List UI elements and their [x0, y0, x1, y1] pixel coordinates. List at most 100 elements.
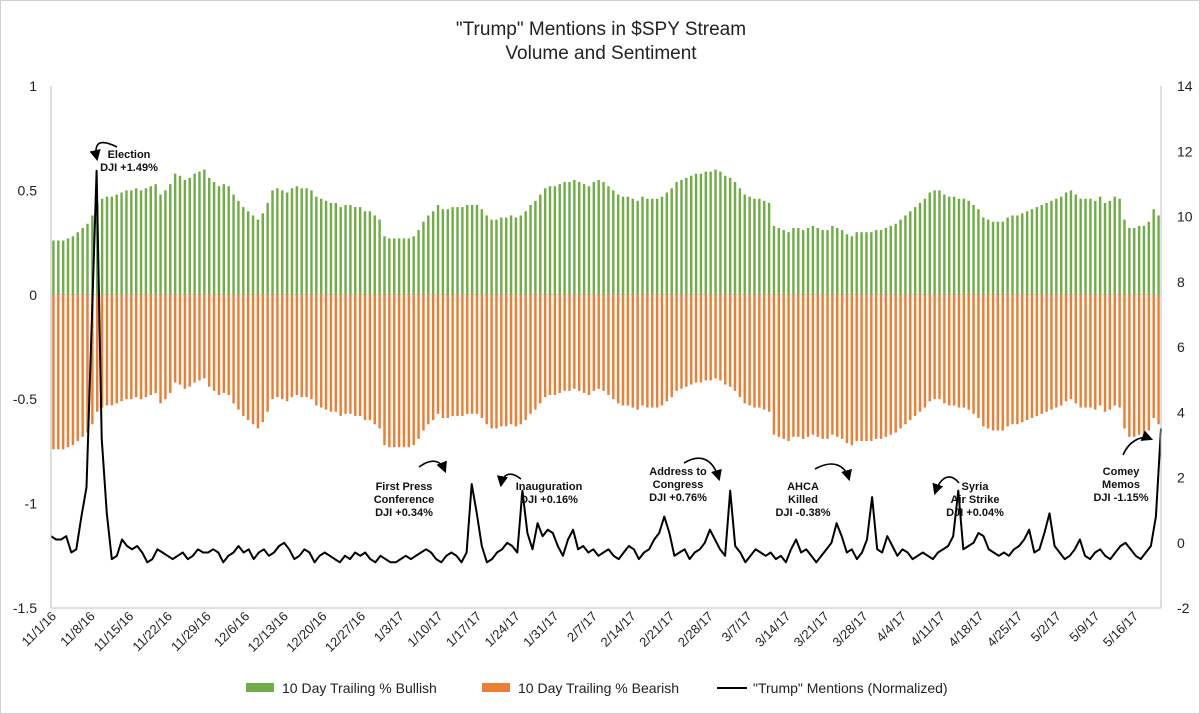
bullish-bar	[324, 200, 328, 295]
annotation-line: Election	[108, 149, 151, 161]
bearish-bar	[504, 294, 508, 427]
bearish-bar	[456, 294, 459, 416]
bearish-bar	[407, 294, 411, 448]
right-tick-label: 4	[1177, 404, 1185, 420]
annotation-label: Address to Congress DJI +0.76%	[649, 466, 707, 504]
bearish-bar	[1021, 294, 1024, 423]
bearish-bar	[529, 294, 532, 414]
bearish-bar	[232, 294, 235, 404]
x-tick-label: 11/15/16	[91, 609, 137, 655]
bearish-bar	[1074, 294, 1078, 404]
bullish-bar	[680, 179, 683, 295]
x-tick-label: 2/7/17	[564, 609, 600, 645]
bearish-bar	[256, 294, 260, 429]
legend: 10 Day Trailing % Bullish 10 Day Trailing…	[246, 680, 948, 696]
bullish-bar	[1025, 211, 1029, 295]
bullish-bar	[1045, 202, 1048, 295]
bullish-bar	[806, 227, 810, 295]
bearish-bar	[57, 294, 60, 450]
bullish-bar	[874, 230, 878, 295]
bullish-bar	[631, 198, 634, 295]
bullish-bar	[217, 186, 221, 295]
bullish-bar	[1103, 202, 1107, 295]
right-tick-label: 6	[1177, 339, 1185, 355]
bullish-bar	[91, 215, 94, 295]
bullish-bar	[1016, 215, 1019, 295]
bullish-bar	[694, 173, 698, 295]
bearish-bar	[76, 294, 79, 441]
bullish-bar	[801, 230, 805, 295]
bearish-bar	[446, 294, 449, 418]
bullish-bar	[368, 211, 372, 295]
x-tick-label: 2/28/17	[675, 609, 716, 650]
bullish-bar	[967, 200, 970, 295]
bearish-bar	[222, 294, 226, 393]
bearish-bar	[300, 294, 303, 398]
bearish-bar	[616, 294, 620, 404]
x-tick-label: 11/22/16	[129, 609, 175, 655]
x-tick-label: 4/25/17	[984, 609, 1025, 650]
bearish-bar	[879, 294, 883, 439]
bullish-bar	[1113, 196, 1116, 295]
bearish-bar	[699, 294, 703, 383]
bearish-bar	[339, 294, 342, 416]
left-tick-label: -0.5	[13, 391, 37, 407]
bearish-bar	[801, 294, 805, 439]
bullish-bar	[441, 209, 445, 295]
x-tick-label: 5/9/17	[1066, 609, 1102, 645]
bullish-bar	[602, 182, 605, 295]
bullish-bar	[655, 198, 659, 295]
bearish-bar	[714, 294, 717, 379]
bullish-bar	[607, 186, 610, 295]
bullish-bar	[125, 190, 128, 295]
bearish-bar	[748, 294, 751, 406]
bearish-bar	[422, 294, 425, 431]
bearish-bar	[1030, 294, 1034, 418]
bearish-bar	[441, 294, 445, 418]
annotation-line: Air Strike	[951, 494, 1000, 506]
bearish-bar	[689, 294, 693, 385]
bearish-bar	[977, 294, 980, 418]
annotation-arrow	[814, 463, 852, 482]
bearish-bar	[412, 294, 415, 446]
bearish-bar	[227, 294, 230, 396]
x-tick-label: 3/28/17	[829, 609, 870, 650]
bearish-bar	[1035, 294, 1039, 416]
bullish-bar	[724, 175, 727, 295]
bullish-bar	[422, 221, 425, 295]
bearish-bar	[261, 294, 264, 423]
bearish-bar	[558, 294, 561, 393]
bearish-bar	[110, 294, 114, 406]
chart-title: "Trump" Mentions in $SPY Stream	[456, 19, 746, 40]
x-tick-label: 5/2/17	[1028, 609, 1064, 645]
bullish-bar	[943, 194, 946, 295]
bearish-bar	[334, 294, 338, 412]
bearish-bar	[631, 294, 634, 408]
bullish-bar	[933, 190, 936, 295]
bullish-bar	[894, 223, 897, 295]
legend-label: 10 Day Trailing % Bearish	[518, 680, 679, 696]
bullish-bar	[685, 177, 688, 295]
bearish-bar	[1089, 294, 1092, 408]
bearish-bar	[125, 294, 128, 400]
bearish-bar	[86, 294, 89, 433]
bullish-bar	[271, 190, 274, 295]
bearish-bar	[870, 294, 873, 441]
bearish-bar	[1084, 294, 1087, 408]
bearish-bar	[889, 294, 893, 435]
bearish-bar	[563, 294, 566, 391]
annotation-line: Conference	[374, 494, 435, 506]
bullish-bar	[578, 182, 581, 295]
bearish-bar	[1157, 294, 1160, 425]
bearish-bar	[1006, 294, 1009, 427]
bearish-bar	[582, 294, 586, 393]
bearish-bar	[149, 294, 153, 396]
bullish-bar	[787, 232, 790, 295]
bearish-bar	[368, 294, 372, 421]
annotation-line: Comey	[1103, 466, 1141, 478]
bullish-bar	[558, 184, 561, 295]
bearish-bar	[811, 294, 815, 435]
bullish-bar	[996, 221, 1000, 295]
bearish-bar	[431, 294, 435, 421]
bearish-bar	[154, 294, 157, 393]
